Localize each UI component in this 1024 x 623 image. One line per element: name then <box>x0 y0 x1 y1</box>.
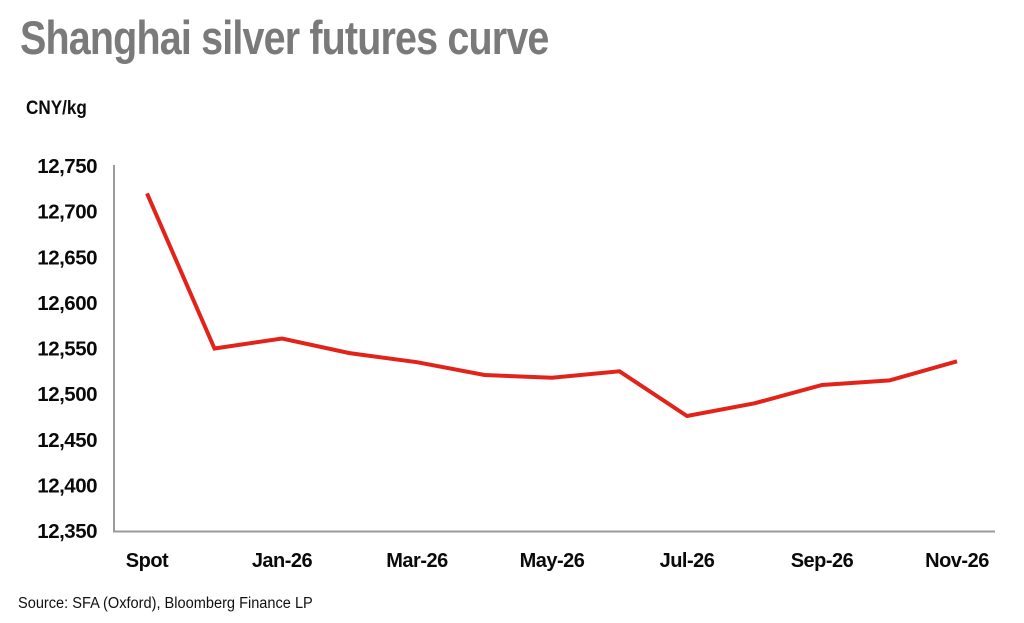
x-axis-tick-label: Sep-26 <box>791 550 854 572</box>
source-attribution: Source: SFA (Oxford), Bloomberg Finance … <box>18 595 313 612</box>
futures-price-line <box>145 192 958 419</box>
y-axis-tick-label: 12,450 <box>37 429 97 452</box>
x-axis-tick-label: Spot <box>126 550 169 572</box>
y-axis-tick-label: 12,700 <box>37 201 97 224</box>
y-axis-unit-label: CNY/kg <box>26 98 87 119</box>
chart-title: Shanghai silver futures curve <box>20 11 549 64</box>
y-axis-tick-label: 12,350 <box>37 520 97 543</box>
y-axis-tick-label: 12,750 <box>37 155 97 178</box>
x-axis-tick-label: Nov-26 <box>925 550 989 572</box>
y-axis-tick-label: 12,550 <box>37 338 97 361</box>
y-axis-tick-label: 12,600 <box>37 292 97 315</box>
y-axis-tick-label: 12,400 <box>37 474 97 497</box>
x-axis-tick-label: Mar-26 <box>386 550 448 572</box>
y-axis-tick-label: 12,650 <box>37 246 97 269</box>
x-axis-tick-label: Jan-26 <box>252 550 313 572</box>
x-axis-tick-label: Jul-26 <box>660 550 715 572</box>
y-axis-tick-label: 12,500 <box>37 383 97 406</box>
x-axis-tick-label: May-26 <box>520 550 585 572</box>
